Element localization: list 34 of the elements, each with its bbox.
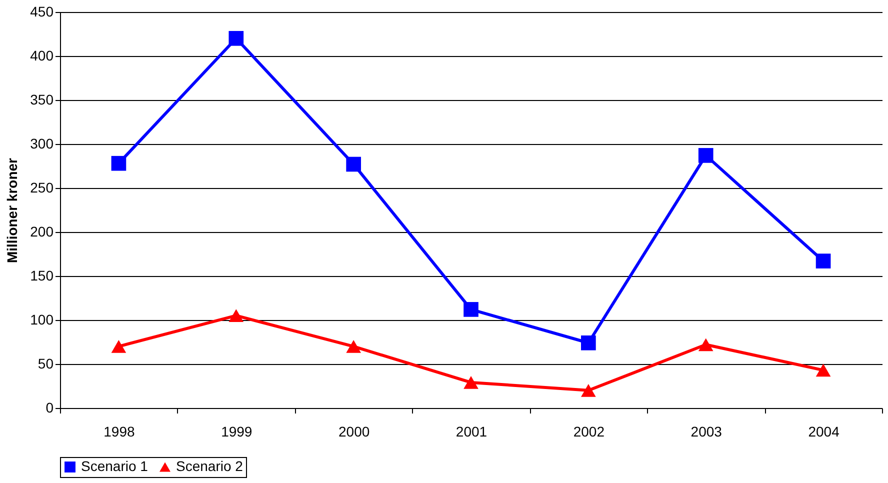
point: [816, 364, 831, 377]
y-tick-label: 400: [30, 48, 54, 64]
point: [464, 302, 478, 317]
x-tick-label: 1999: [221, 424, 252, 440]
point: [346, 156, 361, 172]
point: [346, 340, 361, 353]
y-tick-label: 100: [30, 312, 54, 328]
y-tick-label: 300: [30, 136, 54, 152]
y-tick-label: 450: [30, 4, 54, 20]
legend-label: Scenario 1: [81, 458, 148, 474]
point: [581, 335, 596, 350]
point: [111, 340, 126, 353]
y-axis-title: Millioner kroner: [4, 157, 20, 264]
x-tick-label: 2004: [808, 424, 840, 440]
point: [228, 30, 244, 46]
legend-label: Scenario 2: [176, 458, 244, 474]
x-tick-label: 2003: [690, 424, 722, 440]
point: [111, 156, 126, 171]
y-tick-label: 50: [38, 356, 54, 372]
x-tick-label: 2001: [456, 424, 488, 440]
point: [698, 338, 714, 352]
x-tick-label: 2000: [338, 424, 370, 440]
x-tick-label: 2002: [573, 424, 605, 440]
point: [464, 376, 478, 389]
point: [816, 254, 831, 268]
point: [228, 309, 244, 322]
point: [698, 148, 714, 163]
point: [581, 384, 596, 397]
y-tick-label: 0: [46, 400, 54, 416]
x-tick-label: 1998: [104, 424, 135, 440]
y-tick-label: 350: [30, 92, 54, 108]
y-tick-label: 150: [30, 268, 54, 284]
y-tick-label: 250: [30, 180, 54, 196]
y-tick-label: 200: [30, 224, 54, 240]
